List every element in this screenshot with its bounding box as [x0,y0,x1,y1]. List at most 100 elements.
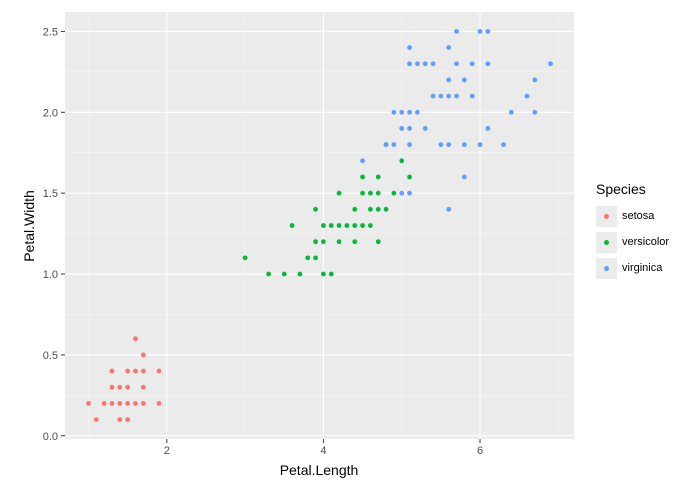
data-point-virginica [501,142,506,148]
data-point-virginica [430,61,436,67]
data-point-versicolor [368,190,373,196]
data-point-versicolor [336,239,342,245]
data-point-virginica [422,61,428,67]
data-point-setosa [140,352,146,358]
data-point-virginica [485,61,491,67]
data-point-versicolor [391,190,397,196]
data-point-setosa [133,401,138,406]
data-point-virginica [446,206,452,212]
data-point-versicolor [399,158,405,164]
legend-label-setosa: setosa [622,210,655,222]
data-point-virginica [391,142,397,148]
data-point-versicolor [321,271,326,277]
data-point-versicolor [360,174,365,180]
data-point-virginica [360,158,365,164]
data-point-versicolor [375,174,381,180]
data-point-setosa [117,401,123,406]
data-point-versicolor [305,255,311,261]
legend-dot-virginica [604,265,609,271]
data-point-versicolor [297,271,303,277]
legend: Species setosa versicolor virginica [596,181,669,281]
y-tick-label: 1.0 [43,269,58,281]
data-point-virginica [454,61,459,67]
data-point-virginica [485,29,491,34]
y-tick-label: 0.5 [43,350,58,362]
data-point-setosa [109,384,115,390]
data-point-virginica [532,77,538,83]
data-point-setosa [117,417,123,422]
legend-item-virginica: virginica [596,255,669,281]
data-point-versicolor [352,239,358,245]
data-point-virginica [508,109,514,115]
y-tick-label: 2.0 [43,107,58,119]
data-point-setosa [117,384,123,390]
data-point-virginica [532,109,538,115]
data-point-setosa [109,368,115,374]
data-point-virginica [407,190,412,196]
data-point-versicolor [328,271,334,277]
data-point-versicolor [407,174,412,180]
data-point-setosa [109,401,115,406]
data-point-setosa [125,368,131,374]
x-tick-label: 4 [320,445,326,457]
x-axis: 2 4 6 [164,439,483,457]
legend-title: Species [596,181,646,197]
legend-key [596,257,617,279]
data-point-versicolor [281,271,287,277]
data-point-virginica [407,109,412,115]
data-points [86,29,553,422]
y-tick-label: 0.0 [43,431,58,443]
data-point-setosa [140,368,146,374]
data-point-versicolor [289,223,295,228]
legend-item-setosa: setosa [596,203,669,229]
data-point-versicolor [313,206,318,212]
y-axis: 0.0 0.5 1.0 1.5 2.0 2.5 [43,26,65,443]
legend-label-virginica: virginica [622,262,663,274]
data-point-versicolor [313,239,318,245]
data-point-virginica [461,174,467,180]
data-point-virginica [469,93,475,99]
data-point-virginica [446,93,452,99]
data-point-virginica [548,61,553,67]
data-point-virginica [414,61,420,67]
data-point-virginica [407,142,412,148]
data-point-virginica [454,29,459,34]
x-tick-label: 6 [477,445,483,457]
data-point-versicolor [383,206,389,212]
plot-panel [65,12,574,439]
data-point-virginica [461,142,467,148]
data-point-versicolor [336,190,342,196]
data-point-virginica [461,77,467,83]
data-point-versicolor [368,206,373,212]
data-point-virginica [383,142,389,148]
legend-dot-setosa [604,213,609,219]
data-point-setosa [140,401,146,406]
data-point-setosa [125,384,131,390]
data-point-virginica [407,45,412,50]
data-point-setosa [140,384,146,390]
data-point-virginica [446,45,452,50]
data-point-setosa [86,401,91,406]
x-tick-label: 2 [164,445,170,457]
data-point-setosa [101,401,107,406]
data-point-versicolor [375,206,381,212]
data-point-setosa [125,417,131,422]
data-point-versicolor [266,271,271,277]
data-point-virginica [399,190,405,196]
data-point-versicolor [344,223,350,228]
legend-item-versicolor: versicolor [596,229,669,255]
data-point-versicolor [242,255,248,261]
data-point-setosa [156,401,162,406]
data-point-virginica [407,61,412,67]
data-point-setosa [156,368,162,374]
data-point-virginica [477,142,483,148]
data-point-virginica [399,109,405,115]
data-point-virginica [477,29,483,34]
data-point-virginica [485,126,491,131]
data-point-virginica [446,77,452,83]
y-tick-label: 1.5 [43,188,58,200]
data-point-virginica [422,126,428,131]
data-point-virginica [399,126,405,131]
y-tick-label: 2.5 [43,26,58,38]
